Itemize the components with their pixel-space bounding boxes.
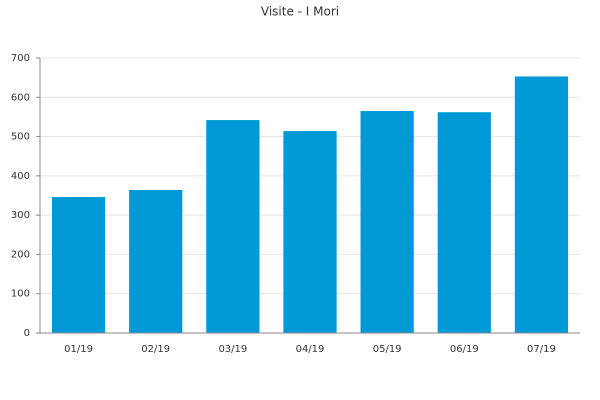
bar <box>129 190 183 333</box>
x-tick-label: 04/19 <box>296 344 325 355</box>
x-tick-label: 05/19 <box>373 344 402 355</box>
y-tick-label: 400 <box>11 171 30 182</box>
y-tick-label: 100 <box>11 289 30 300</box>
y-tick-label: 0 <box>24 328 30 339</box>
y-tick-label: 500 <box>11 132 30 143</box>
x-tick-label: 03/19 <box>218 344 247 355</box>
bar <box>437 112 491 333</box>
x-tick-label: 07/19 <box>527 344 556 355</box>
bar <box>206 120 260 333</box>
y-tick-label: 700 <box>11 53 30 64</box>
x-tick-label: 01/19 <box>64 344 93 355</box>
chart-title: Visite - I Mori <box>261 5 339 19</box>
y-tick-label: 600 <box>11 92 30 103</box>
bar <box>283 131 337 333</box>
y-tick-label: 200 <box>11 249 30 260</box>
x-tick-label: 02/19 <box>141 344 170 355</box>
y-tick-label: 300 <box>11 210 30 221</box>
bar <box>51 197 106 333</box>
bar <box>514 76 569 333</box>
x-tick-label: 06/19 <box>450 344 479 355</box>
bar <box>360 111 414 334</box>
